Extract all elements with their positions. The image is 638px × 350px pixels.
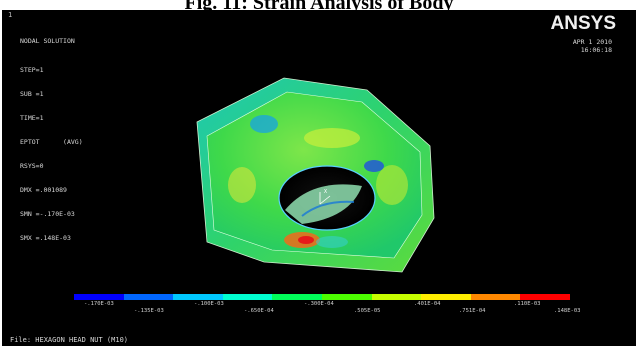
contour-region: [304, 128, 360, 148]
info-line: SUB =1: [20, 90, 44, 98]
legend-label: -.650E-04: [244, 308, 274, 314]
legend-label: .110E-03: [514, 301, 541, 307]
window-number: 1: [8, 11, 13, 19]
legend-color-segment: [371, 294, 422, 300]
axis-x: [319, 195, 331, 205]
solution-title: NODAL SOLUTION: [20, 37, 75, 45]
contour-region: [298, 236, 314, 244]
legend-color-segment: [421, 294, 472, 300]
legend-label: .401E-04: [414, 301, 441, 307]
hex-nut-contour-plot[interactable]: X: [2, 10, 636, 346]
legend-color-segment: [173, 294, 224, 300]
axis-label: X: [324, 189, 327, 195]
legend-label: .148E-03: [554, 308, 581, 314]
contour-region: [228, 167, 256, 203]
ansys-logo: ANSYS: [550, 13, 616, 34]
info-line: EPTOT (AVG): [20, 138, 83, 146]
date-text: APR 1 2010: [572, 38, 612, 46]
contour-legend-labels: -.170E-03 -.100E-03 -.300E-04 .401E-04 .…: [74, 301, 604, 321]
legend-label: .505E-05: [354, 308, 381, 314]
legend-color-segment: [322, 294, 373, 300]
legend-color-segment: [470, 294, 521, 300]
info-line: DMX =.001089: [20, 186, 67, 194]
legend-label: -.100E-03: [194, 301, 224, 307]
legend-label: -.300E-04: [304, 301, 334, 307]
info-line: TIME=1: [20, 114, 44, 122]
contour-region: [316, 236, 348, 248]
contour-region: [364, 160, 384, 172]
bore-thread-surface: [301, 200, 355, 217]
legend-color-segment: [520, 294, 571, 300]
contour-region: [250, 115, 278, 133]
legend-label: .751E-04: [459, 308, 486, 314]
contour-region: [376, 165, 408, 205]
legend-color-segment: [222, 294, 273, 300]
file-name-line: File: HEXAGON HEAD NUT (M10): [10, 336, 129, 344]
info-line: STEP=1: [20, 66, 44, 74]
info-line: SMX =.148E-03: [20, 234, 71, 242]
info-line: RSYS=0: [20, 162, 44, 170]
legend-color-segment: [272, 294, 323, 300]
contour-legend-bar: [74, 294, 571, 300]
ansys-graphics-window[interactable]: 1 NODAL SOLUTION STEP=1 SUB =1 TIME=1 EP…: [2, 10, 636, 346]
legend-color-segment: [74, 294, 125, 300]
legend-label: -.170E-03: [84, 301, 114, 307]
solution-info-block: NODAL SOLUTION STEP=1 SUB =1 TIME=1 EPTO…: [20, 21, 83, 258]
time-text: 16:06:18: [580, 46, 612, 54]
legend-color-segment: [123, 294, 174, 300]
legend-label: -.135E-03: [134, 308, 164, 314]
info-line: SMN =-.170E-03: [20, 210, 75, 218]
date-time-stamp: APR 1 2010 16:06:18: [573, 38, 612, 54]
